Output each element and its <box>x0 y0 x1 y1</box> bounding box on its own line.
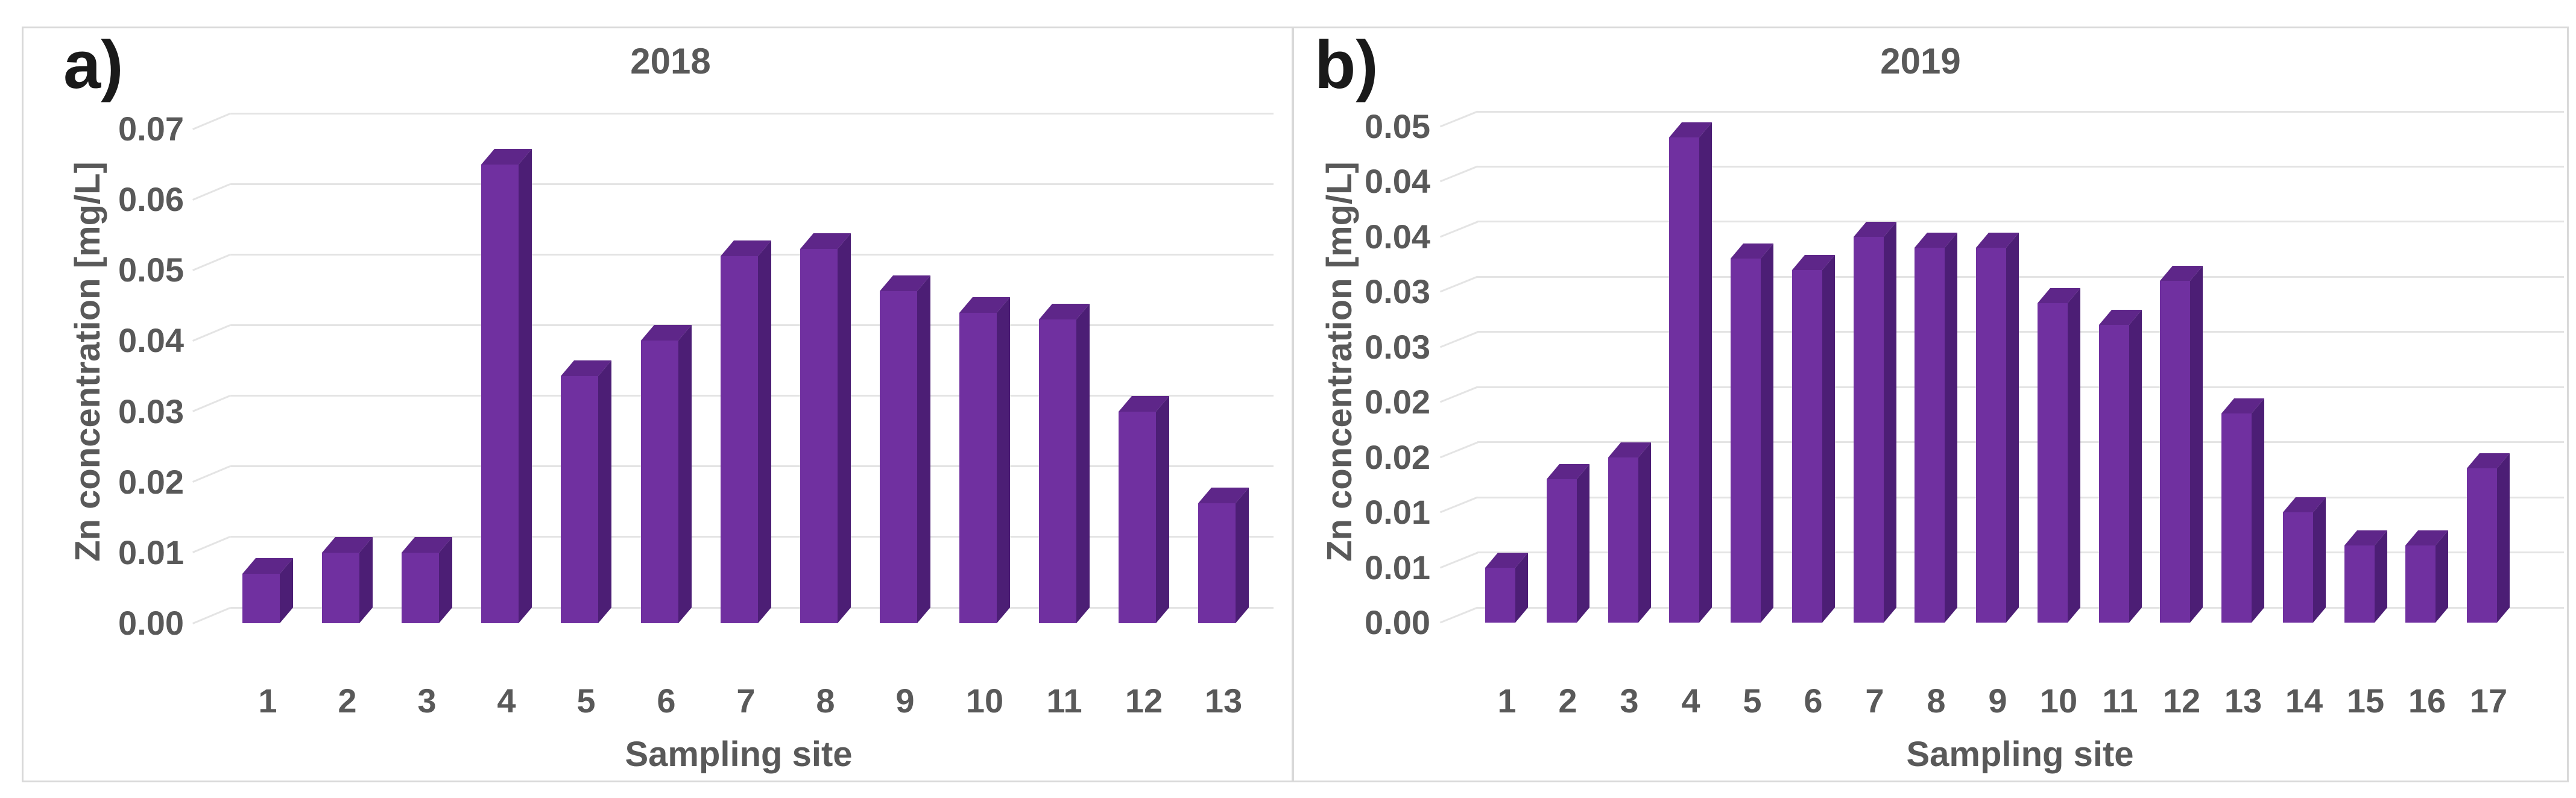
panel-label-a: a) <box>63 27 124 102</box>
x-axis-title-2018: Sampling site <box>625 735 853 774</box>
y-axis-title-2018: Zn concentration [mg/L] <box>68 162 107 562</box>
chart-title-2018: 2018 <box>630 41 711 81</box>
y-axis-title-2019: Zn concentration [mg/L] <box>1320 162 1359 562</box>
figure-border <box>22 27 2569 782</box>
chart-title-2019: 2019 <box>1880 41 1961 81</box>
panel-label-b: b) <box>1315 27 1378 102</box>
x-axis-title-2019: Sampling site <box>1906 735 2134 774</box>
panel-divider <box>1292 27 1294 782</box>
